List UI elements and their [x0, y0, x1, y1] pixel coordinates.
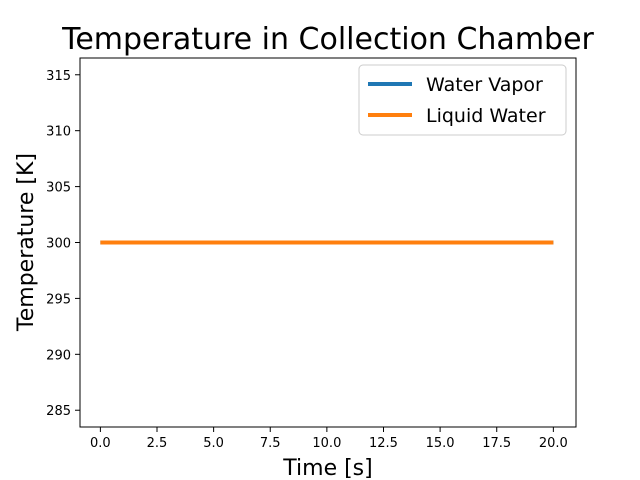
- x-tick-label: 5.0: [203, 436, 224, 451]
- y-tick-label: 300: [46, 237, 71, 252]
- chart-title: Temperature in Collection Chamber: [61, 22, 594, 57]
- y-tick-label: 285: [46, 404, 71, 419]
- y-tick-label: 295: [46, 292, 71, 307]
- y-axis-ticks: 285 290 295 300 305 310 315: [46, 69, 80, 419]
- x-tick-label: 17.5: [482, 436, 511, 451]
- legend: Water Vapor Liquid Water: [358, 64, 567, 136]
- y-tick-label: 290: [46, 348, 71, 363]
- x-tick-label: 20.0: [539, 436, 568, 451]
- x-tick-label: 15.0: [426, 436, 455, 451]
- x-tick-label: 12.5: [369, 436, 398, 451]
- y-tick-label: 315: [46, 69, 71, 84]
- legend-label-liquid-water: Liquid Water: [426, 105, 546, 127]
- x-tick-label: 2.5: [147, 436, 168, 451]
- x-axis-ticks: 0.0 2.5 5.0 7.5 10.0 12.5 15.0 17.5 20.0: [90, 427, 568, 451]
- legend-label-water-vapor: Water Vapor: [426, 74, 543, 96]
- y-tick-label: 310: [46, 125, 71, 140]
- x-tick-label: 0.0: [90, 436, 111, 451]
- x-axis-label: Time [s]: [282, 456, 372, 480]
- x-tick-label: 10.0: [312, 436, 341, 451]
- y-axis-label: Temperature [K]: [14, 153, 39, 332]
- y-tick-label: 305: [46, 181, 71, 196]
- x-tick-label: 7.5: [260, 436, 281, 451]
